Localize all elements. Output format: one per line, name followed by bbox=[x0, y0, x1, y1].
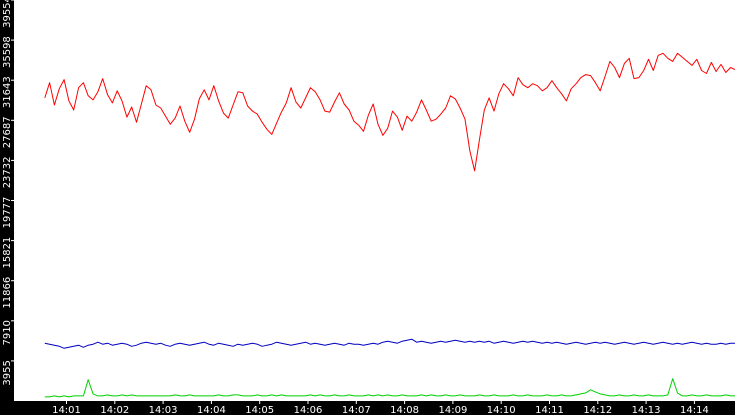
x-axis-background bbox=[0, 401, 735, 415]
x-tick-label: 14:01 bbox=[52, 405, 81, 415]
series-layer bbox=[44, 52, 735, 398]
x-tick-label: 14:05 bbox=[245, 405, 274, 415]
series-line-1 bbox=[44, 52, 735, 172]
x-tick-label: 14:03 bbox=[149, 405, 178, 415]
x-axis: 14:01 14:02 14:03 14:04 14:05 14:06 14:07 14:08… bbox=[52, 401, 709, 415]
y-tick-label: 39554 bbox=[2, 0, 13, 28]
x-tick-label: 14:10 bbox=[487, 405, 516, 415]
x-tick-label: 14:04 bbox=[197, 405, 226, 415]
y-tick-label: 19777 bbox=[2, 197, 13, 229]
y-tick-label: 31643 bbox=[2, 76, 13, 108]
y-tick-label: 35598 bbox=[2, 36, 13, 68]
series-line-3 bbox=[44, 378, 735, 398]
y-tick-label: 11866 bbox=[2, 277, 13, 309]
x-tick-label: 14:07 bbox=[342, 405, 371, 415]
x-tick-label: 14:02 bbox=[100, 405, 129, 415]
series-line-2 bbox=[44, 338, 735, 349]
plot-area bbox=[44, 52, 735, 398]
x-tick-label: 14:09 bbox=[438, 405, 467, 415]
y-tick-label: 7910 bbox=[2, 320, 13, 345]
x-tick-label: 14:06 bbox=[294, 405, 323, 415]
x-tick-label: 14:11 bbox=[535, 405, 564, 415]
x-tick-label: 14:13 bbox=[632, 405, 661, 415]
y-tick-label: 3955 bbox=[2, 360, 13, 385]
y-axis-background bbox=[0, 0, 14, 401]
x-tick-label: 14:14 bbox=[680, 405, 709, 415]
x-tick-label: 14:12 bbox=[583, 405, 612, 415]
y-axis: 3955 7910 11866 15821 19777 23732 27687 31643 35… bbox=[2, 0, 14, 386]
y-tick-label: 15821 bbox=[2, 237, 13, 269]
y-tick-label: 27687 bbox=[2, 116, 13, 148]
y-tick-label: 23732 bbox=[2, 156, 13, 188]
x-tick-label: 14:08 bbox=[390, 405, 419, 415]
